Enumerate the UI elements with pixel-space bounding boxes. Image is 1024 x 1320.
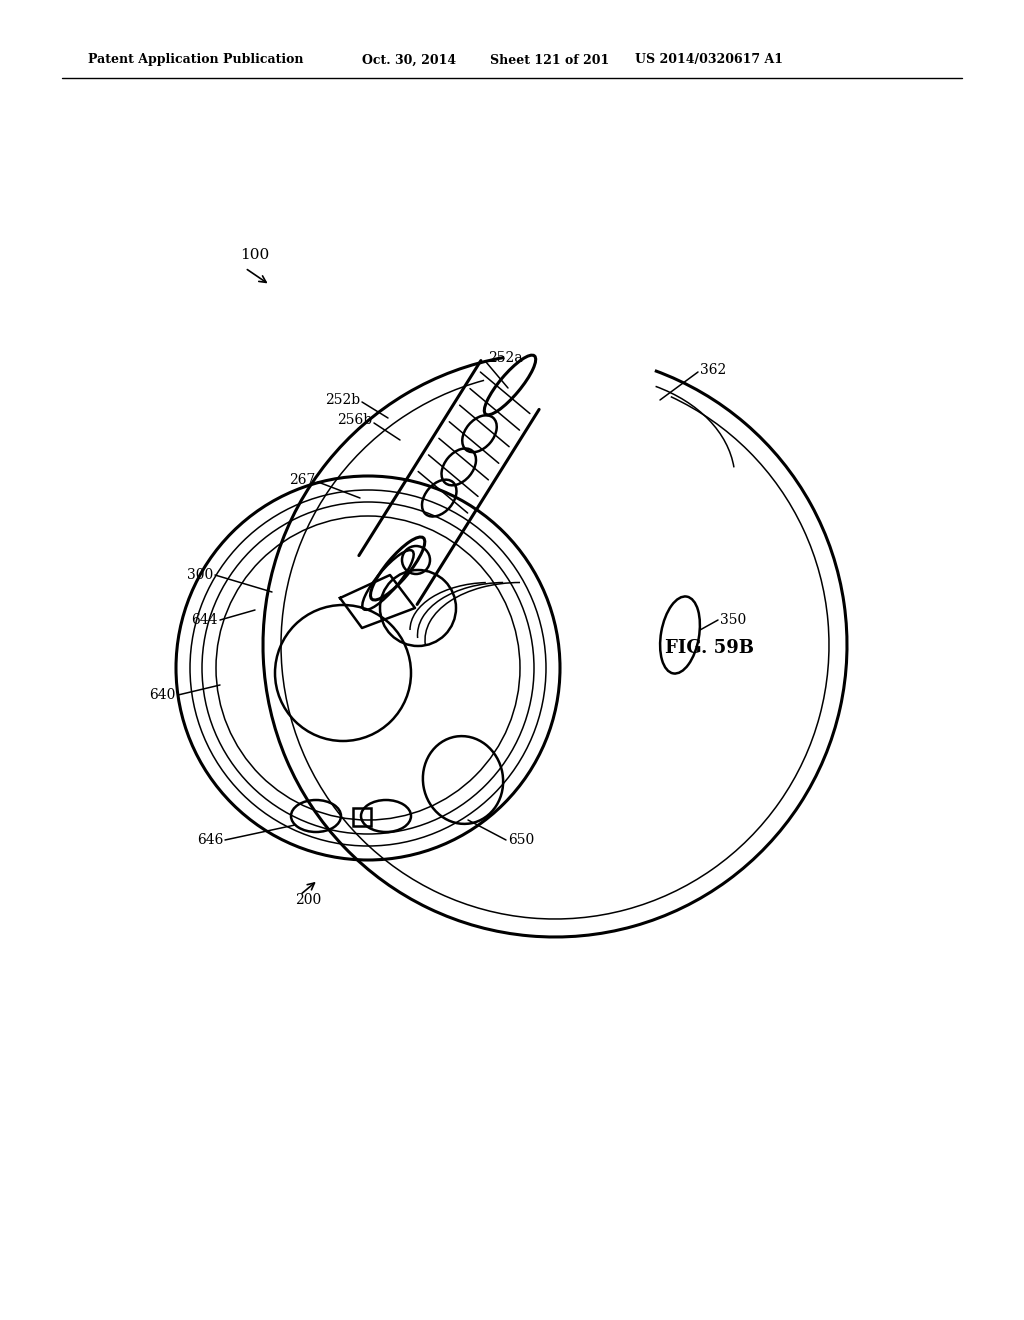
Text: 252b: 252b — [325, 393, 360, 407]
Text: 100: 100 — [240, 248, 269, 261]
Text: Oct. 30, 2014: Oct. 30, 2014 — [362, 54, 456, 66]
Text: Patent Application Publication: Patent Application Publication — [88, 54, 303, 66]
Text: 640: 640 — [148, 688, 175, 702]
Text: FIG. 59B: FIG. 59B — [665, 639, 754, 657]
Text: 256b: 256b — [337, 413, 372, 426]
Text: 252a: 252a — [488, 351, 522, 366]
Text: 650: 650 — [508, 833, 535, 847]
Text: 267: 267 — [289, 473, 315, 487]
Text: 362: 362 — [700, 363, 726, 378]
Text: 300: 300 — [186, 568, 213, 582]
Text: 644: 644 — [191, 612, 218, 627]
Text: US 2014/0320617 A1: US 2014/0320617 A1 — [635, 54, 783, 66]
Text: 350: 350 — [720, 612, 746, 627]
Text: Sheet 121 of 201: Sheet 121 of 201 — [490, 54, 609, 66]
Text: 646: 646 — [197, 833, 223, 847]
Bar — [353, 808, 371, 826]
Text: 200: 200 — [295, 894, 322, 907]
